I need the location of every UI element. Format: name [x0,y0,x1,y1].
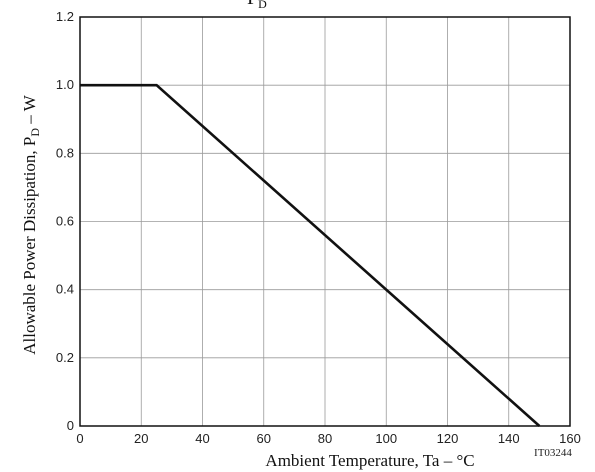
x-axis-label: Ambient Temperature, Ta – °C [265,451,474,470]
chart-title: PD [247,0,267,11]
x-tick-label: 160 [559,431,581,446]
plot-frame [79,16,571,427]
y-tick-label: 0.8 [56,145,74,160]
x-tick-label: 80 [318,431,332,446]
x-tick-label: 0 [76,431,83,446]
x-axis-ticks: 0 20 40 60 80 100 120 140 160 [76,431,580,446]
y-tick-label: 0.4 [56,282,74,297]
y-axis-label: Allowable Power Dissipation, PD – W [20,94,42,355]
x-tick-label: 40 [195,431,209,446]
y-tick-label: 0.6 [56,214,74,229]
series-line-pd [80,83,541,427]
x-tick-label: 20 [134,431,148,446]
y-axis-ticks: 0 0.2 0.4 0.6 0.8 1.0 1.2 [56,9,74,433]
y-tick-label: 1.2 [56,9,74,24]
x-tick-label: 100 [375,431,397,446]
figure-code: IT03244 [534,447,572,459]
x-tick-label: 140 [498,431,520,446]
y-tick-label: 0 [67,418,74,433]
grid-lines [80,17,570,426]
y-tick-label: 1.0 [56,77,74,92]
y-tick-label: 0.2 [56,350,74,365]
x-tick-label: 120 [437,431,459,446]
x-tick-label: 60 [257,431,271,446]
